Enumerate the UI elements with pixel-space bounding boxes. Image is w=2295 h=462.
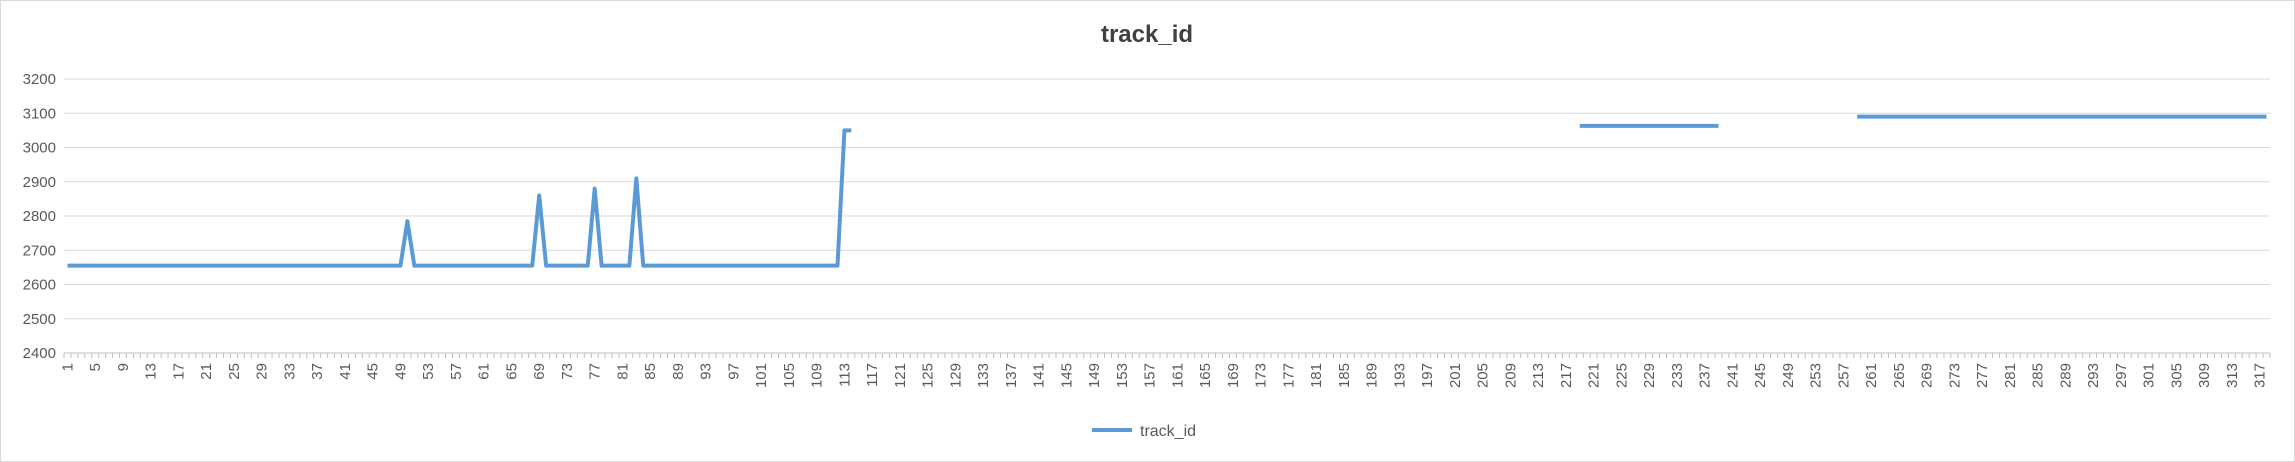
x-tick-label: 229 (1641, 363, 1658, 388)
x-tick-label: 265 (1891, 363, 1908, 388)
y-axis-ticks: 2400 2500 2600 2700 2800 2900 3000 3100 3200 (23, 71, 56, 362)
x-tick-label: 237 (1697, 363, 1714, 388)
x-tick-label: 245 (1752, 363, 1769, 388)
x-tick-label: 213 (1530, 363, 1547, 388)
x-tick-label: 113 (836, 363, 853, 387)
x-tick-label: 201 (1447, 363, 1464, 388)
x-tick-label: 29 (254, 363, 271, 380)
x-tick-label: 193 (1391, 363, 1408, 388)
x-tick-label: 109 (809, 363, 826, 388)
x-tick-label: 165 (1197, 363, 1214, 388)
x-tick-label: 57 (448, 363, 465, 380)
x-tick-label: 49 (392, 363, 409, 380)
x-tick-label: 253 (1808, 363, 1825, 388)
x-tick-label: 65 (503, 363, 520, 380)
x-tick-label: 5 (87, 363, 104, 371)
legend-label: track_id (1140, 423, 1196, 440)
x-tick-label: 153 (1114, 363, 1131, 388)
x-tick-label: 285 (2030, 363, 2047, 388)
y-tick-label: 2400 (23, 345, 56, 362)
y-tick-label: 3200 (23, 71, 56, 88)
x-tick-label: 157 (1142, 363, 1159, 388)
x-tick-label: 81 (614, 363, 631, 380)
x-tick-label: 133 (975, 363, 992, 388)
series-track-id (67, 114, 2267, 268)
x-tick-label: 241 (1724, 363, 1741, 388)
x-tick-label: 233 (1669, 363, 1686, 388)
x-tick-label: 45 (365, 363, 382, 380)
x-tick-label: 141 (1031, 363, 1048, 388)
x-tick-label: 189 (1364, 363, 1381, 388)
legend: track_id (1092, 423, 1196, 440)
x-tick-label: 177 (1280, 363, 1297, 388)
x-tick-label: 89 (670, 363, 687, 380)
x-tick-label: 289 (2057, 363, 2074, 388)
x-tick-label: 261 (1863, 363, 1880, 388)
x-tick-label: 53 (420, 363, 437, 380)
x-tick-label: 173 (1253, 363, 1270, 388)
x-tick-label: 69 (531, 363, 548, 380)
x-tick-label: 13 (143, 363, 160, 380)
x-tick-label: 149 (1086, 363, 1103, 388)
x-tick-label: 209 (1502, 363, 1519, 388)
y-tick-label: 3100 (23, 105, 56, 122)
x-tick-label: 301 (2141, 363, 2158, 388)
y-tick-label: 3000 (23, 140, 56, 157)
x-tick-label: 249 (1780, 363, 1797, 388)
x-tick-label: 17 (170, 363, 187, 380)
x-tick-label: 185 (1336, 363, 1353, 388)
gridlines (64, 78, 2270, 320)
x-tick-label: 33 (281, 363, 298, 380)
x-tick-label: 293 (2085, 363, 2102, 388)
y-tick-label: 2800 (23, 208, 56, 225)
x-tick-label: 125 (920, 363, 937, 388)
x-tick-label: 37 (309, 363, 326, 380)
x-tick-label: 73 (559, 363, 576, 380)
x-tick-label: 277 (1974, 363, 1991, 388)
x-tick-label: 181 (1308, 363, 1325, 388)
x-tick-label: 121 (892, 363, 909, 388)
series-line-segment (67, 128, 852, 268)
x-tick-label: 105 (781, 363, 798, 388)
y-tick-label: 2600 (23, 277, 56, 294)
x-tick-label: 137 (1003, 363, 1020, 388)
x-tick-label: 93 (698, 363, 715, 380)
x-tick-label: 217 (1558, 363, 1575, 388)
x-tick-label: 313 (2224, 363, 2241, 388)
chart-title: track_id (1101, 21, 1193, 48)
x-tick-label: 269 (1919, 363, 1936, 388)
y-tick-label: 2700 (23, 242, 56, 259)
x-tick-label: 317 (2252, 363, 2269, 388)
x-tick-label: 129 (947, 363, 964, 388)
x-axis: 1 5 9 13 17 21 25 29 33 37 41 45 49 53 57 61 65 69 73 77 81 8… (59, 352, 2271, 388)
x-tick-label: 97 (725, 363, 742, 380)
x-tick-label: 25 (226, 363, 243, 380)
x-tick-label: 273 (1946, 363, 1963, 388)
x-tick-label: 61 (476, 363, 493, 380)
x-tick-label: 205 (1475, 363, 1492, 388)
x-tick-label: 309 (2196, 363, 2213, 388)
x-tick-label: 101 (753, 363, 770, 388)
x-tick-label: 9 (115, 363, 132, 371)
x-tick-label: 169 (1225, 363, 1242, 388)
x-tick-label: 221 (1586, 363, 1603, 388)
x-tick-label: 257 (1835, 363, 1852, 388)
x-tick-label: 41 (337, 363, 354, 380)
x-tick-label: 117 (864, 363, 881, 387)
x-tick-label: 145 (1058, 363, 1075, 388)
x-tick-label: 21 (198, 363, 215, 380)
x-tick-label: 1 (59, 363, 76, 371)
x-tick-label: 297 (2113, 363, 2130, 388)
x-tick-label: 225 (1613, 363, 1630, 388)
x-tick-label: 281 (2002, 363, 2019, 388)
x-tick-label: 85 (642, 363, 659, 380)
x-tick-label: 305 (2168, 363, 2185, 388)
x-tick-label: 77 (587, 363, 604, 380)
y-tick-label: 2500 (23, 311, 56, 328)
x-tick-label: 161 (1169, 363, 1186, 388)
y-tick-label: 2900 (23, 174, 56, 191)
x-tick-label: 197 (1419, 363, 1436, 388)
